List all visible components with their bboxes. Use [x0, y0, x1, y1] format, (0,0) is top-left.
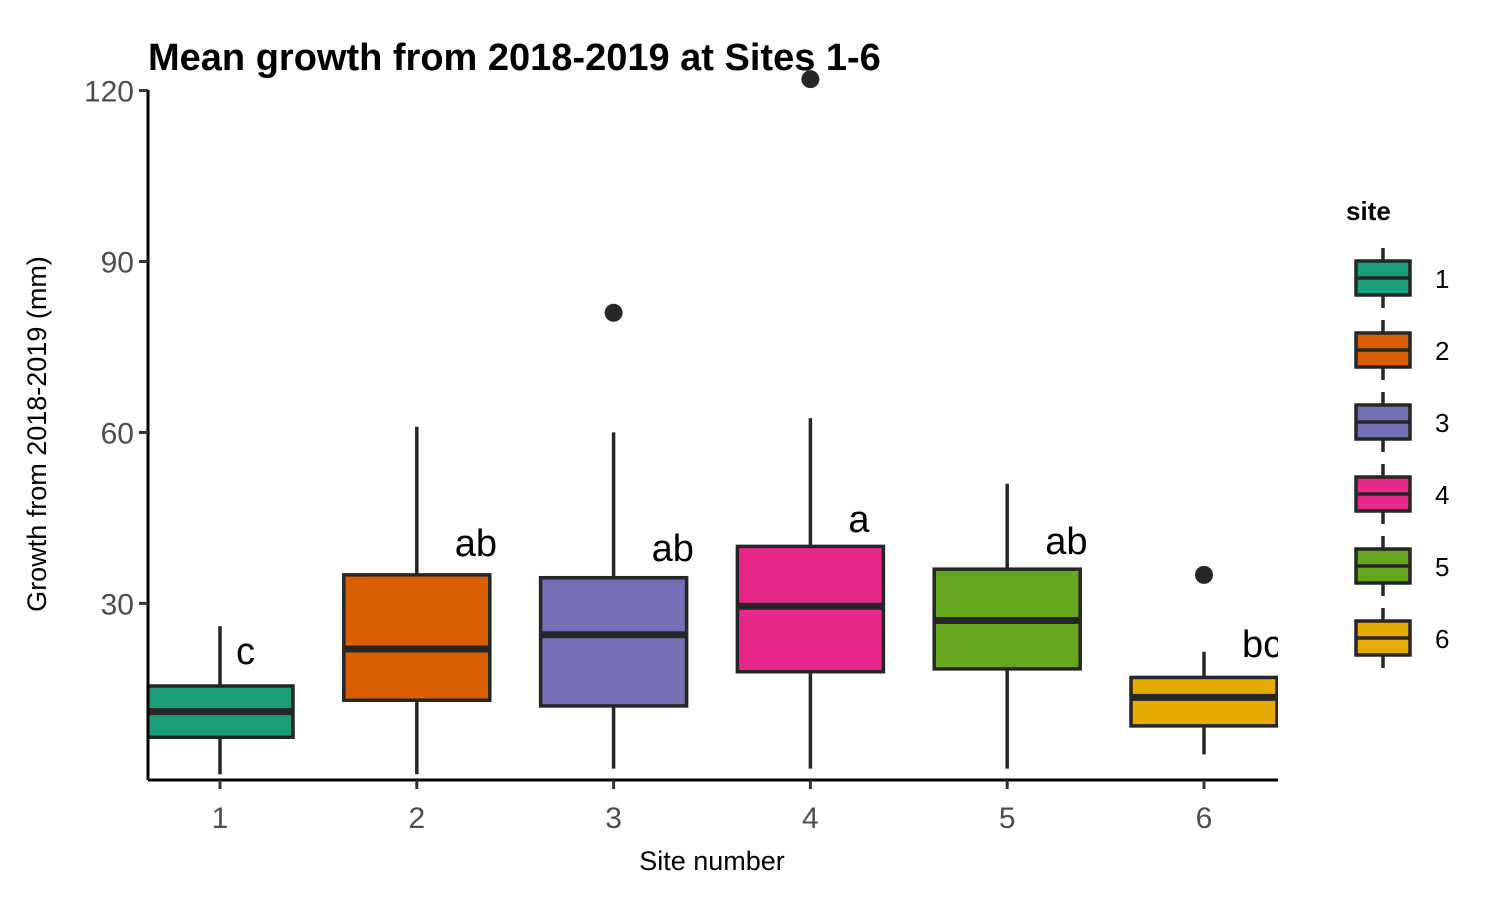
panel: c ab ab a ab bc [148, 70, 1282, 775]
significance-letter: ab [652, 528, 694, 570]
box-site-1: c [148, 626, 295, 775]
legend-label: 1 [1435, 264, 1449, 294]
x-tick-label: 4 [802, 802, 819, 835]
legend-item-5: 5 [1354, 536, 1449, 596]
plot-area: c ab ab a ab bc 30 60 90 120 1 2 3 4 5 6 [84, 70, 1282, 835]
x-tick-label: 2 [408, 802, 425, 835]
legend-label: 5 [1435, 552, 1449, 582]
x-tick-label: 1 [212, 802, 229, 835]
box-site-6: bc [1129, 565, 1282, 755]
significance-letter: a [848, 499, 870, 541]
chart-title: Mean growth from 2018-2019 at Sites 1-6 [148, 37, 881, 79]
x-tick-label: 6 [1196, 802, 1213, 835]
legend-item-1: 1 [1354, 248, 1449, 308]
legend-item-6: 6 [1354, 608, 1449, 668]
significance-letter: bc [1242, 624, 1282, 666]
significance-letter: c [236, 631, 255, 673]
legend-label: 3 [1435, 408, 1449, 438]
legend-item-2: 2 [1354, 320, 1449, 380]
y-tick-label: 90 [101, 246, 134, 279]
outlier-point [604, 303, 623, 322]
y-tick-label: 60 [101, 417, 134, 450]
x-tick-label: 3 [605, 802, 622, 835]
outlier-point [801, 70, 820, 89]
y-axis-title: Growth from 2018-2019 (mm) [22, 256, 52, 612]
legend-item-4: 4 [1354, 464, 1449, 524]
significance-letter: ab [455, 523, 497, 565]
box-body [538, 575, 689, 708]
y-tick-label: 120 [84, 76, 134, 109]
outlier-point [1195, 565, 1213, 584]
significance-letter: ab [1045, 521, 1087, 563]
x-tick-label: 5 [999, 802, 1016, 835]
legend: site 1 2 3 4 5 6 [1346, 196, 1449, 668]
legend-item-3: 3 [1354, 392, 1449, 452]
legend-label: 4 [1435, 480, 1449, 510]
box-body [1129, 675, 1278, 728]
y-tick-label: 30 [101, 588, 134, 621]
box-site-5: ab [932, 483, 1087, 769]
box-site-2: ab [342, 426, 497, 775]
legend-label: 2 [1435, 336, 1449, 366]
box-site-3: ab [538, 303, 694, 769]
box-body [342, 573, 492, 702]
legend-title: site [1346, 196, 1391, 226]
legend-label: 6 [1435, 624, 1449, 654]
box-site-4: a [735, 70, 886, 769]
x-axis-title: Site number [639, 846, 785, 876]
